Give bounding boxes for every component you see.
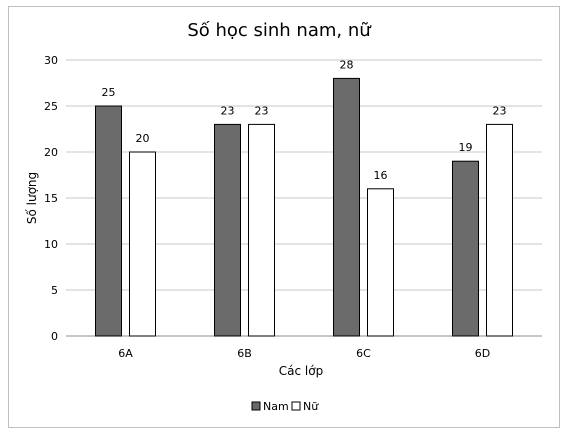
x-tick-label: 6B <box>237 347 252 360</box>
y-tick-label: 5 <box>51 284 58 297</box>
legend-label-Nữ: Nữ <box>303 400 319 413</box>
x-tick-label: 6C <box>356 347 371 360</box>
x-tick-labels: 6A 6B 6C 6D <box>118 347 490 360</box>
y-tick-label: 15 <box>44 192 58 205</box>
data-labels: 25 20 23 23 28 16 19 23 <box>102 58 507 181</box>
data-label-6D-Nữ: 23 <box>493 104 507 117</box>
y-tick-label: 10 <box>44 238 58 251</box>
data-label-6A-Nam: 25 <box>102 86 116 99</box>
data-label-6D-Nam: 19 <box>459 141 473 154</box>
bar-6D-Nữ <box>486 123 513 337</box>
y-tick-label: 20 <box>44 146 58 159</box>
x-axis-label: Các lớp <box>279 364 323 378</box>
bar-6D-Nam <box>452 160 479 337</box>
bar-6A-Nam <box>95 105 122 337</box>
legend-swatch-Nam <box>251 401 261 411</box>
bars <box>95 77 513 337</box>
x-tick-label: 6A <box>118 347 133 360</box>
data-label-6C-Nam: 28 <box>340 58 354 71</box>
x-tick-label: 6D <box>475 347 490 360</box>
chart-title: Số học sinh nam, nữ <box>187 20 372 41</box>
y-tick-label: 25 <box>44 100 58 113</box>
data-label-6B-Nam: 23 <box>221 104 235 117</box>
y-tick-label: 0 <box>51 330 58 343</box>
bar-6B-Nữ <box>248 123 275 337</box>
bar-6C-Nữ <box>367 188 394 337</box>
bar-6B-Nam <box>214 123 241 337</box>
legend-label-Nam: Nam <box>263 400 289 413</box>
data-label-6C-Nữ: 16 <box>374 169 388 182</box>
legend-swatch-Nữ <box>291 401 301 411</box>
bar-6A-Nữ <box>129 151 156 337</box>
data-label-6B-Nữ: 23 <box>255 104 269 117</box>
data-label-6A-Nữ: 20 <box>136 132 150 145</box>
y-tick-label: 30 <box>44 54 58 67</box>
bar-6C-Nam <box>333 77 360 337</box>
y-tick-labels: 0 5 10 15 20 25 30 <box>44 54 58 343</box>
y-axis-label: Số lượng <box>25 172 39 224</box>
legend: Nam Nữ <box>251 400 319 413</box>
